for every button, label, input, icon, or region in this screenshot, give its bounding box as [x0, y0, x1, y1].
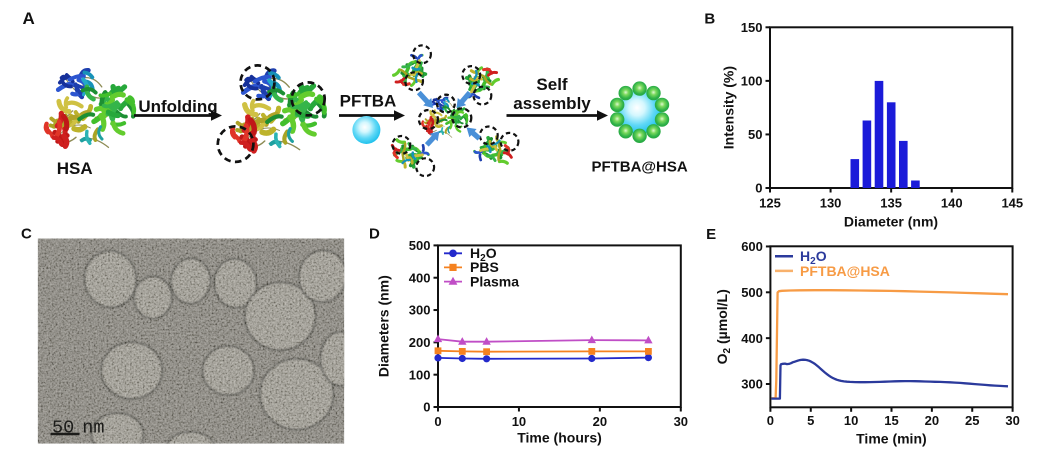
svg-text:PFTBA@HSA: PFTBA@HSA [800, 263, 890, 279]
svg-text:HSA: HSA [57, 159, 93, 178]
svg-text:PFTBA: PFTBA [340, 92, 397, 111]
svg-text:300: 300 [741, 377, 763, 392]
svg-text:10: 10 [844, 413, 858, 428]
svg-text:140: 140 [941, 196, 963, 211]
svg-text:20: 20 [925, 413, 939, 428]
svg-text:600: 600 [741, 239, 763, 254]
svg-text:E: E [706, 226, 716, 243]
svg-text:0: 0 [755, 181, 762, 196]
svg-text:Unfolding: Unfolding [138, 97, 217, 116]
svg-text:C: C [21, 226, 32, 243]
svg-text:0: 0 [767, 413, 774, 428]
svg-text:assembly: assembly [513, 94, 591, 113]
svg-text:Plasma: Plasma [470, 273, 519, 289]
svg-text:A: A [22, 9, 34, 28]
svg-text:10: 10 [512, 414, 526, 429]
svg-text:135: 135 [880, 196, 902, 211]
svg-text:500: 500 [741, 285, 763, 300]
svg-text:D: D [369, 226, 380, 243]
svg-text:300: 300 [409, 303, 431, 318]
svg-text:30: 30 [674, 414, 688, 429]
svg-text:30: 30 [1005, 413, 1019, 428]
svg-text:20: 20 [593, 414, 607, 429]
svg-text:Diameter (nm): Diameter (nm) [844, 214, 938, 230]
svg-text:H2O: H2O [800, 248, 827, 267]
svg-text:Self: Self [536, 75, 568, 94]
svg-text:Time (min): Time (min) [856, 430, 927, 446]
svg-text:50: 50 [748, 127, 762, 142]
svg-text:PBS: PBS [470, 259, 499, 275]
svg-text:200: 200 [409, 335, 431, 350]
svg-text:15: 15 [884, 413, 898, 428]
svg-text:0: 0 [423, 400, 430, 415]
svg-text:Time (hours): Time (hours) [517, 430, 602, 446]
svg-text:100: 100 [409, 367, 431, 382]
svg-text:130: 130 [820, 196, 842, 211]
svg-text:0: 0 [434, 414, 441, 429]
svg-text:25: 25 [965, 413, 979, 428]
svg-text:400: 400 [409, 270, 431, 285]
svg-text:50: 50 [52, 418, 74, 439]
svg-text:145: 145 [1001, 196, 1023, 211]
svg-text:150: 150 [741, 20, 763, 35]
svg-text:100: 100 [741, 73, 763, 88]
svg-text:O2 (µmol/L): O2 (µmol/L) [714, 289, 733, 364]
svg-text:Diameters (nm): Diameters (nm) [375, 275, 391, 377]
svg-text:400: 400 [741, 331, 763, 346]
svg-text:125: 125 [759, 196, 781, 211]
svg-text:H2O: H2O [470, 245, 497, 264]
svg-text:500: 500 [409, 238, 431, 253]
svg-text:5: 5 [807, 413, 814, 428]
svg-text:B: B [704, 11, 715, 28]
svg-text:nm: nm [82, 418, 104, 439]
svg-text:PFTBA@HSA: PFTBA@HSA [591, 159, 687, 176]
svg-text:Intensity (%): Intensity (%) [721, 66, 737, 149]
